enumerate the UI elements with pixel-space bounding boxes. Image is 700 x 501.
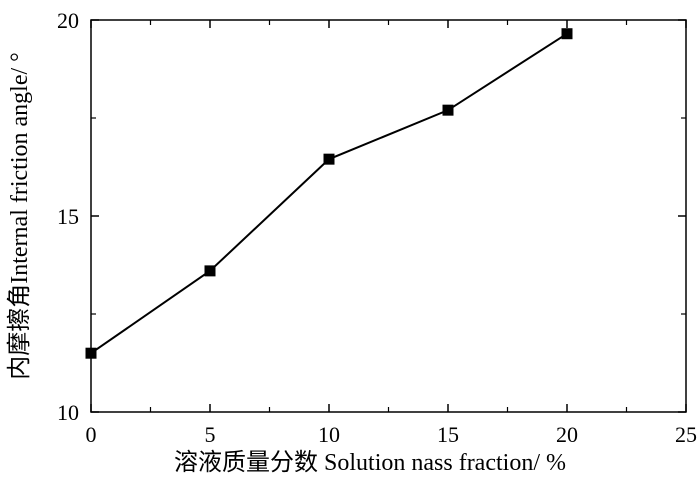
series-line (90, 32, 568, 355)
y-tick-label: 10 (57, 400, 79, 425)
x-axis-label: 溶液质量分数 Solution nass fraction/ % (174, 449, 566, 476)
data-point (204, 265, 216, 277)
x-tick-label: 20 (556, 422, 578, 447)
chart-axes (90, 19, 687, 413)
x-tick-label: 0 (86, 422, 97, 447)
y-axis-label: 内摩擦角Internal friction angle/ ° (6, 52, 33, 380)
y-tick-label: 15 (57, 204, 79, 229)
x-tick-label: 15 (437, 422, 459, 447)
plot-frame (90, 19, 687, 413)
data-point (85, 347, 97, 359)
chart-series (85, 28, 573, 359)
chart-ticks: 0 5 10 15 20 25 10 15 20 (57, 8, 697, 447)
data-point (323, 153, 335, 165)
x-tick-label: 10 (318, 422, 340, 447)
data-point (442, 104, 454, 116)
x-tick-label: 5 (205, 422, 216, 447)
data-point (561, 28, 573, 40)
y-tick-label: 20 (57, 8, 79, 33)
x-tick-label: 25 (675, 422, 697, 447)
